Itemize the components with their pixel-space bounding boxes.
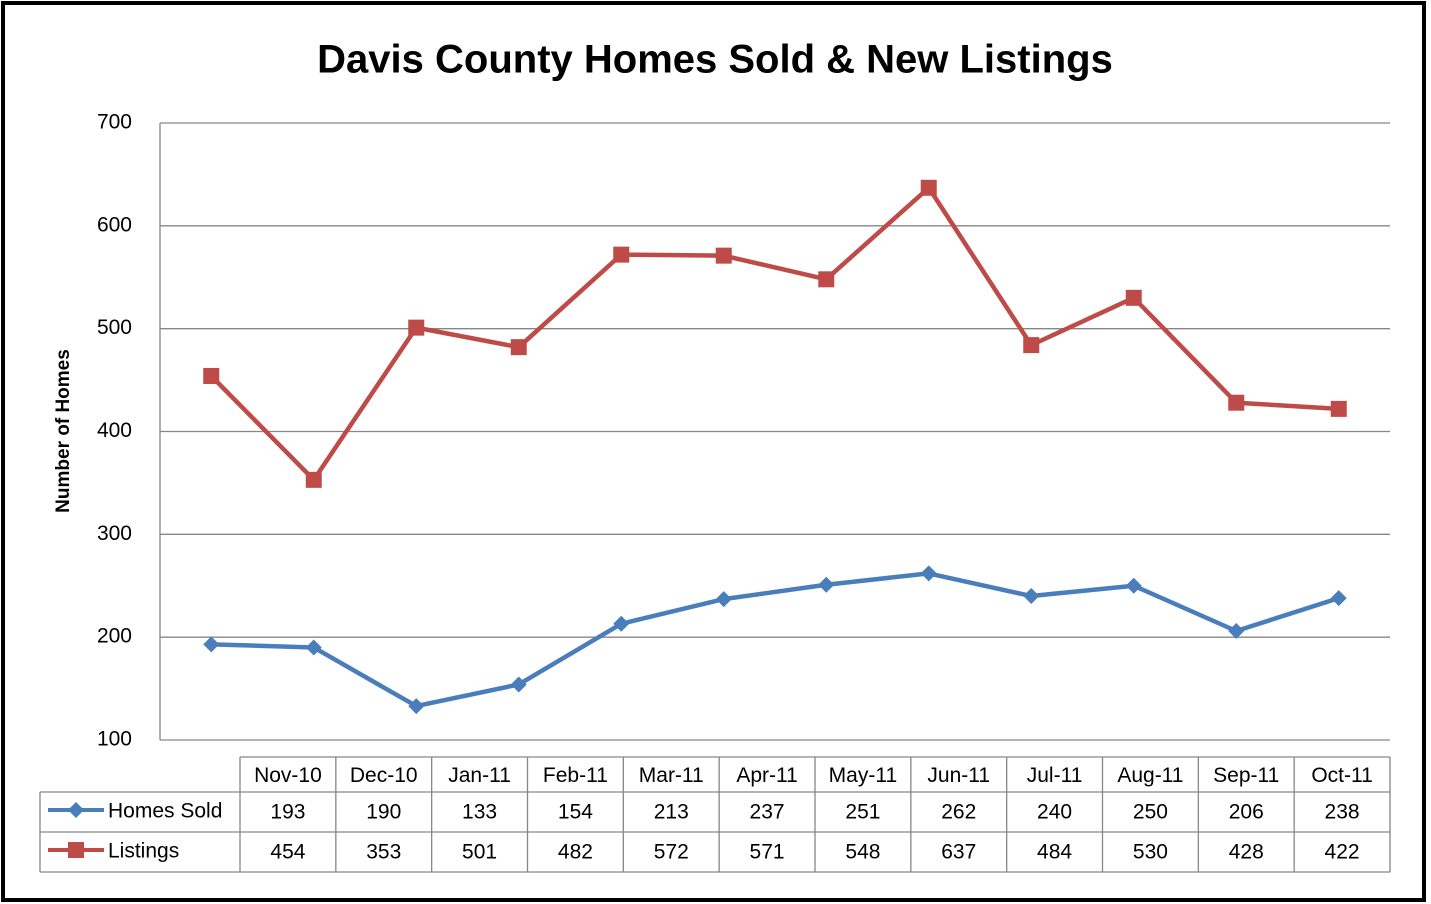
point-marker [1125,289,1142,306]
y-tick-label: 500 [97,316,132,339]
table-value: 213 [654,801,689,824]
table-header: Mar-11 [639,764,704,787]
table-value: 571 [750,841,785,864]
point-marker [408,698,425,715]
table-header: Apr-11 [736,764,797,787]
point-marker [408,319,425,336]
table-value: 428 [1229,841,1264,864]
legend-marker [68,842,84,858]
table-value: 637 [941,841,976,864]
point-marker [510,339,527,356]
point-marker [613,246,630,263]
table-value: 251 [845,801,880,824]
table-header: Jun-11 [927,764,990,787]
point-marker [715,591,732,608]
table-value: 484 [1037,841,1072,864]
chart-title: Davis County Homes Sold & New Listings [317,38,1113,82]
table-value: 237 [750,801,785,824]
table-header: Aug-11 [1117,764,1183,787]
point-marker [305,471,322,488]
table-value: 190 [366,801,401,824]
point-marker [920,565,937,582]
point-marker [1330,590,1347,607]
legend-label: Homes Sold [108,800,222,823]
table-value: 548 [845,841,880,864]
table-value: 482 [558,841,593,864]
table-value: 530 [1133,841,1168,864]
y-tick-label: 600 [97,213,132,236]
point-marker [1330,400,1347,417]
table-header: Sep-11 [1213,764,1279,787]
table-value: 572 [654,841,689,864]
y-axis-title: Number of Homes [53,349,74,513]
table-value: 250 [1133,801,1168,824]
table-value: 240 [1037,801,1072,824]
series-line [209,185,1339,483]
point-marker [920,179,937,196]
table-value: 262 [941,801,976,824]
point-marker [1125,577,1142,594]
table-value: 133 [462,801,497,824]
point-marker [613,615,630,632]
table-value: 154 [558,801,593,824]
series-line [211,571,1340,709]
table-header: Nov-10 [254,764,322,787]
table-value: 206 [1229,801,1264,824]
table-value: 353 [366,841,401,864]
table-value: 454 [270,841,305,864]
table-header: Dec-10 [350,764,418,787]
table-value: 422 [1325,841,1360,864]
point-marker [203,636,220,653]
point-marker [203,367,220,384]
point-marker [818,576,835,593]
table-value: 193 [270,801,305,824]
table-header: Jan-11 [448,764,511,787]
point-marker [1023,588,1040,605]
y-tick-label: 200 [97,625,132,648]
y-tick-label: 300 [97,522,132,545]
point-marker [1023,337,1040,354]
table-header: May-11 [829,764,897,787]
table-value: 238 [1325,801,1360,824]
y-tick-label: 400 [97,419,132,442]
point-marker [510,676,527,693]
y-tick-label: 100 [97,728,132,751]
point-marker [1228,622,1245,639]
table-value: 501 [462,841,497,864]
y-tick-label: 700 [97,111,132,134]
point-marker [1228,394,1245,411]
point-marker [305,639,322,656]
table-header: Feb-11 [543,764,608,787]
legend-marker [68,802,84,818]
table-header: Jul-11 [1027,764,1083,787]
point-marker [715,247,732,264]
point-marker [818,271,835,288]
legend-label: Listings [108,840,179,863]
table-header: Oct-11 [1311,764,1372,787]
